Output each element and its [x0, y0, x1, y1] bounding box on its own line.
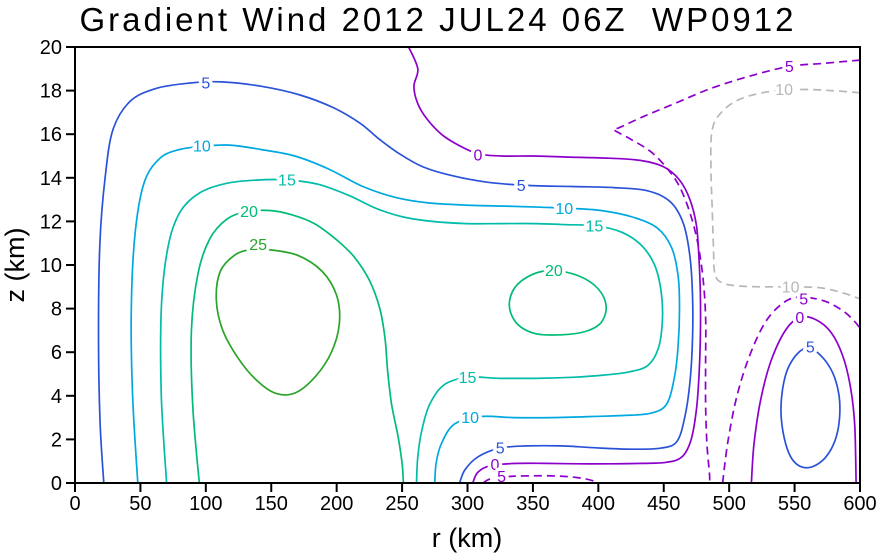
- contour-line-level-20: [190, 209, 405, 484]
- contour-line-level-10: [130, 144, 681, 484]
- contour-label: 0: [474, 147, 483, 164]
- x-tick-label: 200: [320, 493, 353, 515]
- contour-line-level-25: [215, 248, 341, 396]
- y-tick-label: 16: [40, 124, 62, 146]
- contour-label: 0: [491, 457, 500, 474]
- contour-label: 5: [785, 59, 794, 76]
- contour-label: 10: [555, 201, 573, 218]
- x-axis-title: r (km): [432, 523, 502, 553]
- contour-line-level--10: [709, 88, 861, 300]
- contour-label: 15: [278, 172, 296, 189]
- chart-title: Gradient Wind 2012 JUL24 06Z WP0912: [79, 1, 796, 38]
- contour-label: 10: [461, 410, 479, 427]
- x-tick-label: 400: [582, 493, 615, 515]
- contour-line-level--5: [612, 59, 861, 484]
- contour-line-level-5: [97, 80, 694, 484]
- contour-line-level--5: [482, 474, 598, 484]
- x-tick-label: 350: [516, 493, 549, 515]
- contour-label: 20: [240, 204, 258, 221]
- y-tick-label: 14: [40, 168, 62, 190]
- y-tick-label: 2: [51, 429, 62, 451]
- contour-label: 10: [782, 279, 800, 296]
- x-tick-label: 0: [69, 493, 80, 515]
- y-tick-label: 0: [51, 473, 62, 495]
- contour-label: 25: [249, 237, 267, 254]
- x-tick-label: 150: [255, 493, 288, 515]
- y-axis-title: z (km): [0, 228, 30, 303]
- y-tick-label: 10: [40, 255, 62, 277]
- contour-line-level-0: [407, 46, 702, 484]
- axis-ticks-group: 0 50 100 150 200 250 300 350 400 450 500 550 6000246…: [40, 37, 877, 515]
- y-tick-label: 18: [40, 81, 62, 103]
- x-tick-label: 550: [778, 493, 811, 515]
- x-tick-label: 50: [129, 493, 151, 515]
- contour-lines-group: [97, 46, 861, 484]
- x-tick-label: 600: [843, 493, 876, 515]
- y-tick-label: 6: [51, 342, 62, 364]
- contour-line-level-0: [750, 315, 857, 484]
- contour-label: 5: [496, 441, 505, 458]
- contour-label: 15: [459, 370, 477, 387]
- contour-label: 5: [799, 291, 808, 308]
- y-tick-label: 4: [51, 386, 62, 408]
- contour-label: 10: [775, 82, 793, 99]
- y-tick-label: 8: [51, 299, 62, 321]
- contour-label: 15: [586, 218, 604, 235]
- plot-frame: [74, 46, 861, 484]
- x-tick-label: 250: [385, 493, 418, 515]
- contour-label: 20: [545, 263, 563, 280]
- x-tick-label: 450: [647, 493, 680, 515]
- contour-label: 5: [517, 178, 526, 195]
- contour-line-level--5: [721, 296, 861, 484]
- contour-line-level-20: [508, 269, 608, 336]
- x-tick-label: 100: [189, 493, 222, 515]
- x-tick-label: 300: [451, 493, 484, 515]
- contour-label: 5: [201, 75, 210, 92]
- y-tick-label: 20: [40, 37, 62, 59]
- contour-label: 0: [795, 310, 804, 327]
- contour-label: 5: [806, 339, 815, 356]
- contour-line-level-5: [780, 346, 841, 469]
- contour-label: 10: [193, 139, 211, 156]
- contour-line-level-15: [159, 178, 664, 484]
- x-tick-label: 500: [712, 493, 745, 515]
- y-tick-label: 12: [40, 211, 62, 233]
